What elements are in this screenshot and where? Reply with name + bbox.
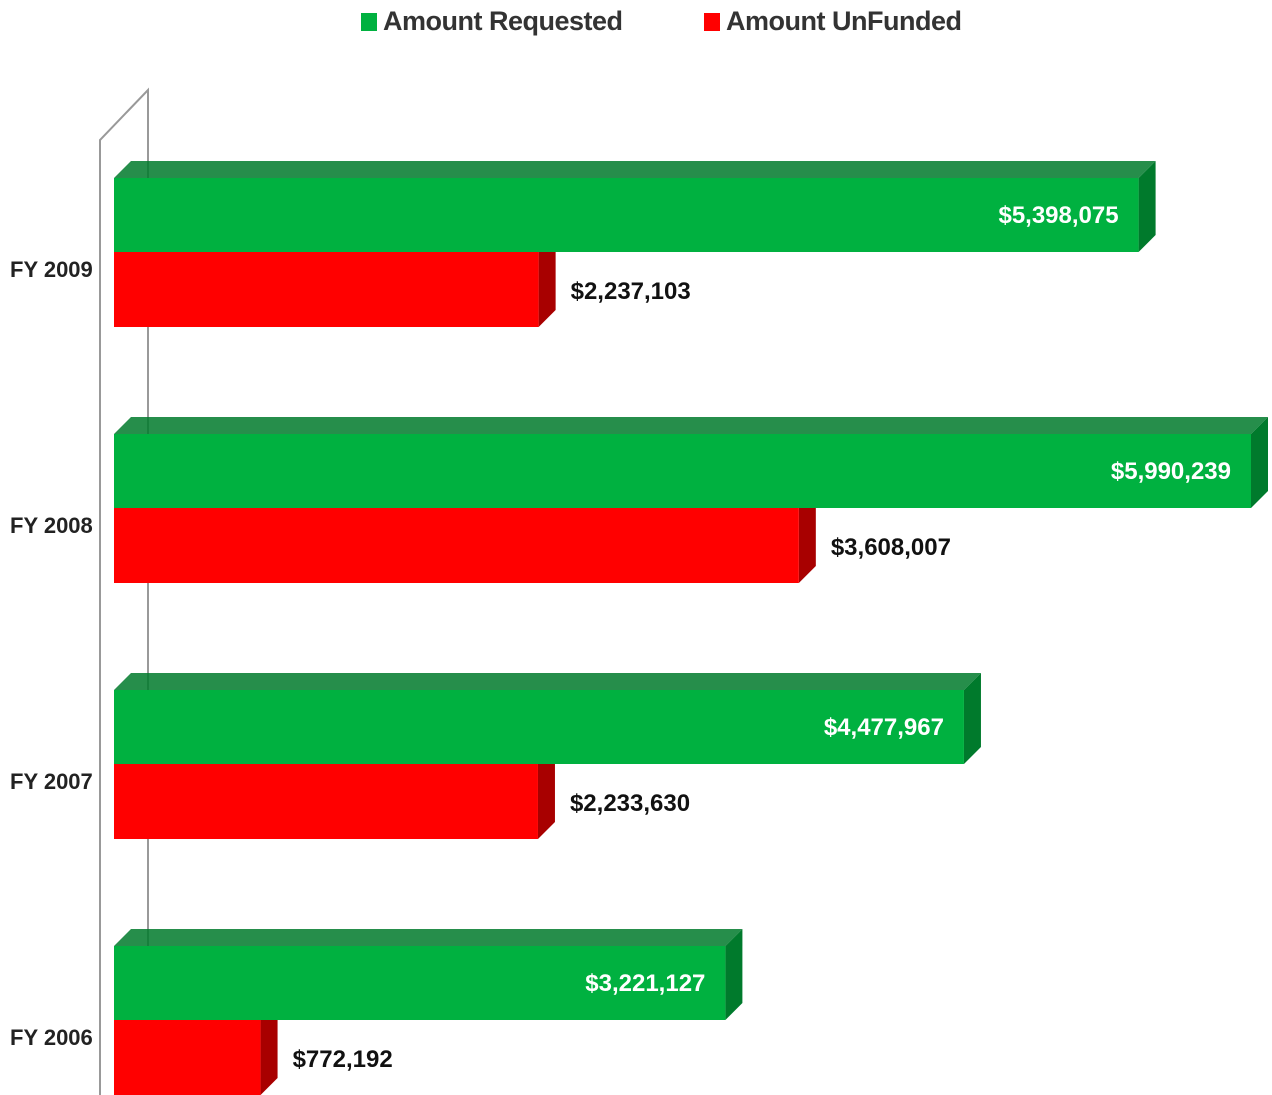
bar-top-face [114, 161, 1156, 178]
legend-item-unfunded: Amount UnFunded [704, 6, 962, 37]
legend: Amount Requested Amount UnFunded [0, 6, 1272, 40]
bar-requested [114, 673, 981, 764]
legend-label-unfunded: Amount UnFunded [726, 6, 962, 36]
bar-side-face [1251, 417, 1268, 508]
value-label-requested: $5,398,075 [998, 202, 1118, 229]
bar-top-face [114, 673, 981, 690]
bar-front-face [114, 946, 726, 1020]
value-label-requested: $5,990,239 [1111, 458, 1231, 485]
legend-swatch-requested [361, 12, 377, 31]
bar-top-face [114, 929, 743, 946]
legend-label-requested: Amount Requested [383, 6, 623, 36]
bar-requested [114, 929, 743, 1020]
axis-wall [99, 87, 149, 1095]
category-label: FY 2008 [10, 513, 93, 538]
bar-requested [114, 161, 1156, 252]
value-label-unfunded: $2,233,630 [570, 790, 690, 817]
bar-side-face [798, 491, 816, 583]
bar-front-face [114, 764, 538, 839]
value-label-unfunded: $772,192 [293, 1046, 393, 1073]
bar-top-face [114, 417, 1268, 434]
bar-front-face [114, 434, 1251, 508]
bar-front-face [114, 508, 799, 583]
bar-side-face [538, 235, 556, 327]
legend-swatch-unfunded [704, 12, 720, 31]
bar-side-face [537, 747, 555, 839]
bar-side-face [725, 929, 743, 1020]
bar-front-face [114, 690, 964, 764]
value-label-unfunded: $3,608,007 [831, 534, 951, 561]
value-label-requested: $3,221,127 [585, 970, 705, 997]
category-label: FY 2007 [10, 769, 93, 794]
bar-front-face [114, 1020, 261, 1095]
legend-item-requested: Amount Requested [361, 6, 623, 37]
bar-front-face [114, 178, 1139, 252]
bar-side-face [963, 673, 981, 764]
bar-side-face [1138, 161, 1156, 252]
value-label-requested: $4,477,967 [824, 714, 944, 741]
bar-requested [114, 417, 1268, 508]
bar-side-face [260, 1003, 278, 1095]
bar-front-face [114, 252, 539, 327]
category-label: FY 2006 [10, 1025, 93, 1050]
category-label: FY 2009 [10, 257, 93, 282]
value-label-unfunded: $2,237,103 [571, 278, 691, 305]
